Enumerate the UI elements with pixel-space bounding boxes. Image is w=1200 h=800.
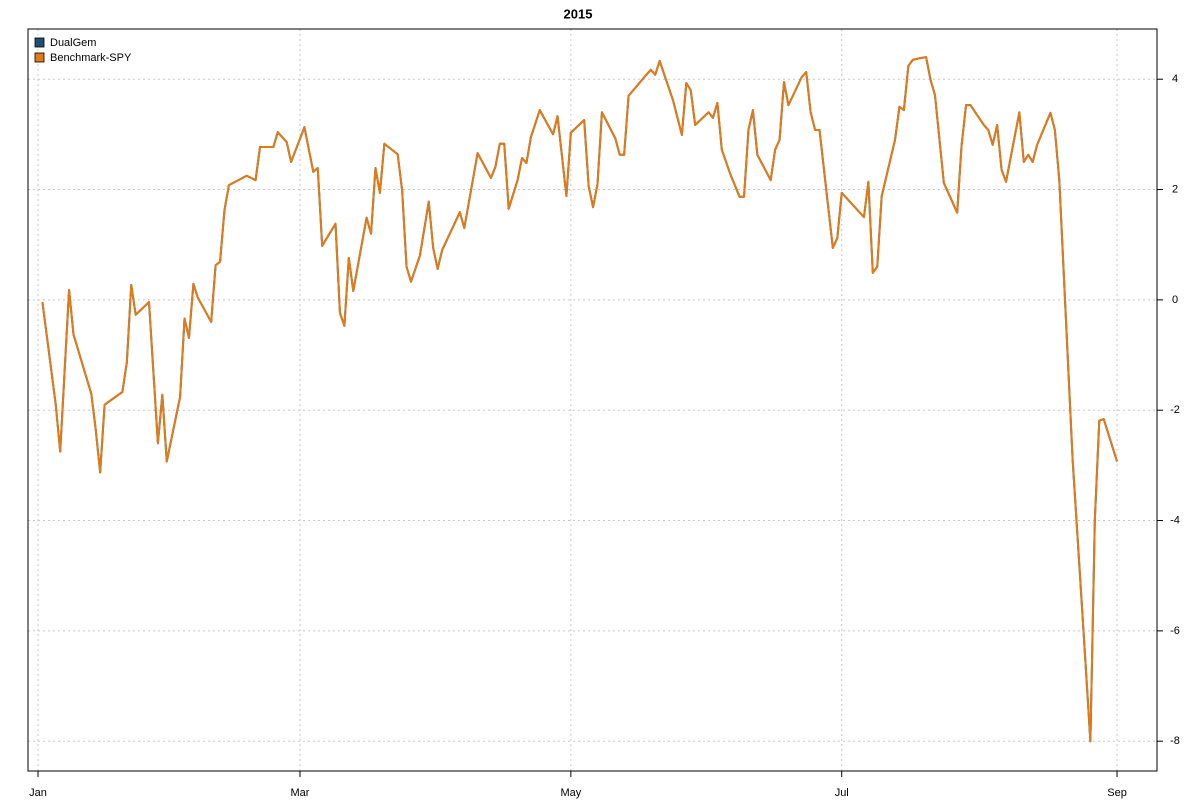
legend-swatch [34, 52, 45, 63]
y-tick-label: -4 [1170, 514, 1180, 526]
legend-label: Benchmark-SPY [50, 52, 132, 64]
x-tick-label: Jul [835, 787, 849, 799]
series-line [41, 56, 1118, 743]
y-tick-label: 2 [1172, 183, 1178, 195]
y-tick-label: 0 [1172, 294, 1178, 306]
x-tick-label: Jan [29, 787, 47, 799]
legend-label: DualGem [50, 37, 96, 49]
x-tick-label: Sep [1107, 787, 1127, 799]
x-tick-label: May [560, 787, 581, 799]
chart-title: 2015 [564, 6, 593, 21]
y-tick-label: -6 [1170, 625, 1180, 637]
x-tick-label: Mar [291, 787, 310, 799]
series-line [41, 56, 1118, 743]
y-tick-label: -8 [1170, 735, 1180, 747]
legend-swatch [34, 37, 45, 48]
plot-frame [27, 28, 1158, 772]
y-tick-label: 4 [1172, 73, 1178, 85]
y-tick-label: -2 [1170, 404, 1180, 416]
